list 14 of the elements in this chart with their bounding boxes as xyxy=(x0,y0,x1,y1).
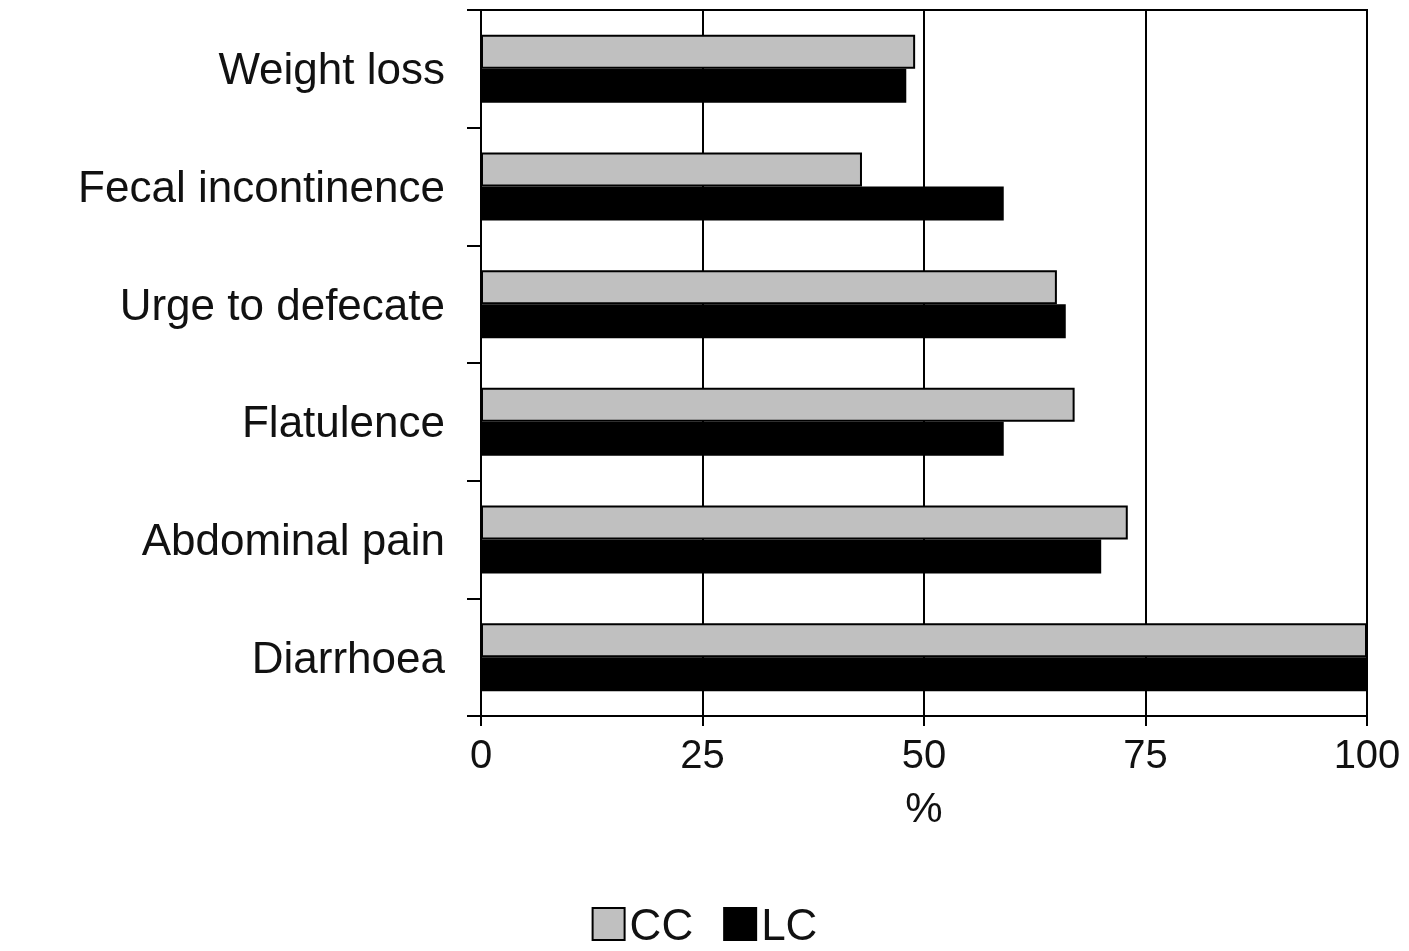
x-tick-label: 75 xyxy=(1123,732,1168,776)
x-tick-label: 50 xyxy=(901,732,947,776)
y-tick-label: Urge to defecate xyxy=(119,279,445,329)
x-tick-label: 0 xyxy=(469,732,493,776)
y-tick-label: Flatulence xyxy=(241,397,445,447)
x-axis-title: % xyxy=(905,783,943,831)
legend-label: CC xyxy=(629,899,694,949)
y-tick-label: Weight loss xyxy=(218,44,445,94)
legend-label: LC xyxy=(761,899,818,949)
x-tick-label: 100 xyxy=(1333,732,1401,776)
x-tick-label: 25 xyxy=(680,732,725,776)
y-tick-label: Fecal incontinence xyxy=(78,162,445,211)
y-tick-label: Diarrhoea xyxy=(251,632,446,682)
y-tick-label: Abdominal pain xyxy=(141,515,445,564)
